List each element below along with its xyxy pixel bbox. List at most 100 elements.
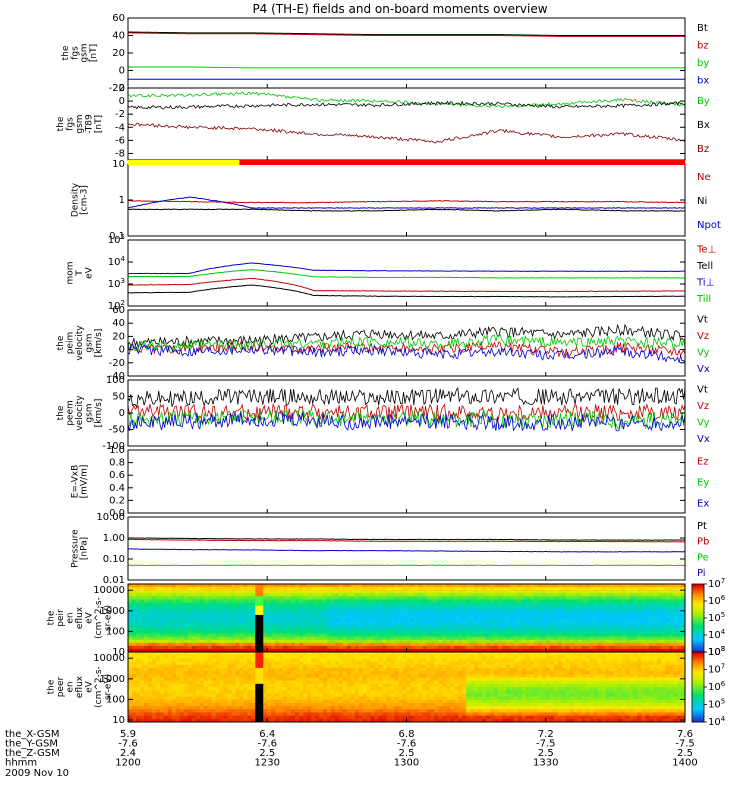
heatmap-cell <box>406 680 411 685</box>
heatmap-cell <box>191 602 197 607</box>
heatmap-cell <box>167 709 173 713</box>
heatmap-cell <box>179 667 185 672</box>
heatmap-cell <box>398 674 403 678</box>
heatmap-cell <box>251 690 256 694</box>
colorbar-tick-label: 103 <box>708 645 725 658</box>
heatmap-cell <box>183 611 189 616</box>
heatmap-cell <box>509 593 515 597</box>
heatmap-cell <box>609 584 614 588</box>
heatmap-cell <box>219 677 224 682</box>
heatmap-cell <box>342 627 348 631</box>
heatmap-cell <box>334 639 340 644</box>
heatmap-cell <box>211 664 216 669</box>
heatmap-cell <box>498 602 503 607</box>
heatmap-cell <box>279 611 284 616</box>
heatmap-cell <box>521 605 527 610</box>
heatmap-cell <box>219 655 224 659</box>
heatmap-cell <box>541 584 547 588</box>
heatmap-cell <box>247 602 252 607</box>
heatmap-cell <box>326 677 332 682</box>
heatmap-cell <box>243 667 248 672</box>
heatmap-cell <box>338 630 344 634</box>
heatmap-cell <box>307 633 312 637</box>
heatmap-cell <box>139 652 145 656</box>
heatmap-cell <box>299 584 304 588</box>
heatmap-cell <box>283 652 288 656</box>
heatmap-cell <box>191 608 197 613</box>
heatmap-cell <box>402 677 407 682</box>
heatmap-cell <box>346 621 352 625</box>
heatmap-cell <box>545 639 551 644</box>
heatmap-cell <box>629 608 634 613</box>
heatmap-cell <box>191 699 197 704</box>
heatmap-cell <box>171 690 177 694</box>
y-tick-label: 10 <box>112 159 125 170</box>
heatmap-cell <box>211 687 216 691</box>
heatmap-cell <box>378 658 384 662</box>
heatmap-cell <box>549 605 555 610</box>
heatmap-cell <box>255 630 260 634</box>
heatmap-cell <box>183 655 189 659</box>
heatmap-cell <box>454 611 459 616</box>
heatmap-cell <box>382 655 388 659</box>
heatmap-cell <box>649 608 654 613</box>
heatmap-cell <box>605 636 610 641</box>
heatmap-cell <box>314 639 320 644</box>
heatmap-cell <box>370 702 376 707</box>
heatmap-cell <box>378 683 384 688</box>
heatmap-cell <box>219 683 224 688</box>
heatmap-cell <box>167 645 173 650</box>
heatmap-cell <box>163 671 169 675</box>
heatmap-cell <box>231 608 236 613</box>
heatmap-cell <box>318 599 324 603</box>
heatmap-cell <box>235 605 240 610</box>
heatmap-cell <box>354 633 360 637</box>
heatmap-cell <box>163 655 169 659</box>
heatmap-cell <box>394 677 399 682</box>
heatmap-cell <box>267 618 272 622</box>
heatmap-cell <box>406 706 411 710</box>
heatmap-cell <box>374 611 380 616</box>
heatmap-cell <box>589 639 594 644</box>
heatmap-cell <box>330 677 336 682</box>
heatmap-cell <box>438 602 443 607</box>
heatmap-cell <box>422 639 427 644</box>
heatmap-cell <box>167 699 173 704</box>
heatmap-cell <box>155 715 161 720</box>
heatmap-cell <box>199 658 204 662</box>
heatmap-cell <box>307 702 312 707</box>
heatmap-cell <box>279 671 284 675</box>
heatmap-cell <box>358 584 364 588</box>
heatmap-cell <box>645 639 650 644</box>
heatmap-cell <box>593 608 598 613</box>
heatmap-cell <box>593 642 598 647</box>
heatmap-cell <box>613 593 618 597</box>
heatmap-cell <box>354 652 360 656</box>
heatmap-cell <box>625 648 630 653</box>
heatmap-cell <box>410 633 415 637</box>
y-tick-label: 104 <box>108 255 126 268</box>
heatmap-cell <box>549 614 555 619</box>
heatmap-cell <box>617 587 622 591</box>
heatmap-cell <box>569 630 574 634</box>
heatmap-cell <box>657 590 662 594</box>
heatmap-cell <box>669 618 674 622</box>
heatmap-cell <box>128 699 133 704</box>
heatmap-cell <box>382 677 388 682</box>
heatmap-cell <box>155 590 161 594</box>
heatmap-cell <box>283 596 288 600</box>
heatmap-cell <box>565 605 571 610</box>
heatmap-cell <box>541 605 547 610</box>
heatmap-cell <box>326 645 332 650</box>
y-axis-label: the <box>56 405 66 420</box>
heatmap-cell <box>342 636 348 641</box>
heatmap-cell <box>215 687 220 691</box>
heatmap-cell <box>187 677 193 682</box>
heatmap-cell <box>275 639 280 644</box>
heatmap-cell <box>159 639 165 644</box>
y-tick-label: 0 <box>119 408 125 419</box>
heatmap-cell <box>207 645 212 650</box>
heatmap-cell <box>303 667 308 672</box>
heatmap-cell <box>398 712 403 717</box>
heatmap-cell <box>645 645 650 650</box>
